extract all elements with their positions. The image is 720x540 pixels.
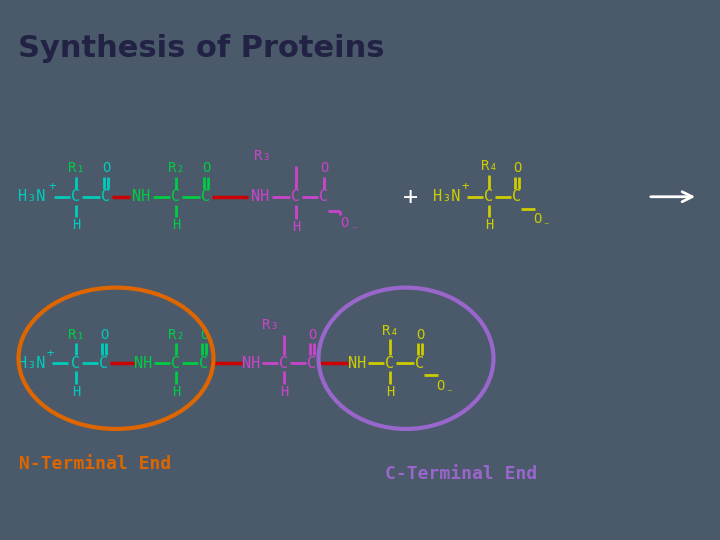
Text: H: H bbox=[172, 384, 180, 399]
Text: O: O bbox=[102, 161, 110, 176]
Text: ⁻: ⁻ bbox=[445, 387, 453, 400]
Text: O: O bbox=[320, 161, 328, 176]
Text: H: H bbox=[485, 218, 493, 232]
Text: NH: NH bbox=[242, 356, 260, 371]
Text: C: C bbox=[199, 356, 209, 371]
Text: +: + bbox=[46, 347, 54, 360]
Text: O: O bbox=[200, 328, 208, 342]
Text: NH: NH bbox=[348, 356, 366, 371]
Text: C: C bbox=[307, 356, 317, 371]
Text: R₃: R₃ bbox=[253, 150, 271, 164]
Text: C: C bbox=[513, 189, 521, 204]
Text: R₂: R₂ bbox=[168, 328, 184, 342]
Text: C: C bbox=[171, 356, 181, 371]
Text: +: + bbox=[462, 180, 469, 193]
Text: C: C bbox=[171, 189, 181, 204]
Text: C: C bbox=[320, 189, 328, 204]
Text: ⁻: ⁻ bbox=[350, 225, 358, 238]
Text: H: H bbox=[72, 384, 80, 399]
Text: H: H bbox=[172, 218, 180, 232]
Text: C: C bbox=[71, 189, 81, 204]
Text: C: C bbox=[71, 356, 81, 371]
Text: NH: NH bbox=[132, 189, 150, 204]
Text: +: + bbox=[402, 185, 418, 209]
Text: H₃N: H₃N bbox=[18, 189, 45, 204]
Text: R₃: R₃ bbox=[261, 318, 279, 332]
Text: C-Terminal End: C-Terminal End bbox=[385, 465, 537, 483]
Text: H₃N: H₃N bbox=[433, 189, 461, 204]
Text: H: H bbox=[72, 218, 80, 232]
Text: R₁: R₁ bbox=[68, 328, 84, 342]
Text: C: C bbox=[485, 189, 494, 204]
Text: O: O bbox=[340, 216, 348, 230]
Text: C: C bbox=[279, 356, 289, 371]
Text: R₄: R₄ bbox=[382, 324, 398, 338]
Text: C: C bbox=[385, 356, 395, 371]
Text: C: C bbox=[102, 189, 111, 204]
Text: O: O bbox=[513, 161, 521, 176]
Text: C: C bbox=[415, 356, 425, 371]
Text: R₄: R₄ bbox=[481, 159, 498, 173]
Text: N-Terminal End: N-Terminal End bbox=[19, 455, 171, 473]
Text: C: C bbox=[202, 189, 210, 204]
Text: O: O bbox=[416, 328, 424, 342]
Text: C: C bbox=[292, 189, 300, 204]
Text: H: H bbox=[292, 220, 300, 234]
Text: H: H bbox=[280, 384, 288, 399]
Text: NH: NH bbox=[134, 356, 152, 371]
Text: R₁: R₁ bbox=[68, 161, 84, 176]
Text: O: O bbox=[308, 328, 316, 342]
Text: NH: NH bbox=[251, 189, 269, 204]
Text: R₂: R₂ bbox=[168, 161, 184, 176]
Text: H: H bbox=[386, 384, 394, 399]
Text: +: + bbox=[48, 180, 55, 193]
Text: O: O bbox=[100, 328, 108, 342]
Text: O: O bbox=[533, 212, 541, 226]
Text: H₃N: H₃N bbox=[18, 356, 45, 371]
Text: ⁻: ⁻ bbox=[542, 220, 550, 233]
Text: O: O bbox=[202, 161, 210, 176]
Text: C: C bbox=[99, 356, 109, 371]
Text: Synthesis of Proteins: Synthesis of Proteins bbox=[18, 34, 384, 63]
Text: O: O bbox=[436, 379, 444, 393]
